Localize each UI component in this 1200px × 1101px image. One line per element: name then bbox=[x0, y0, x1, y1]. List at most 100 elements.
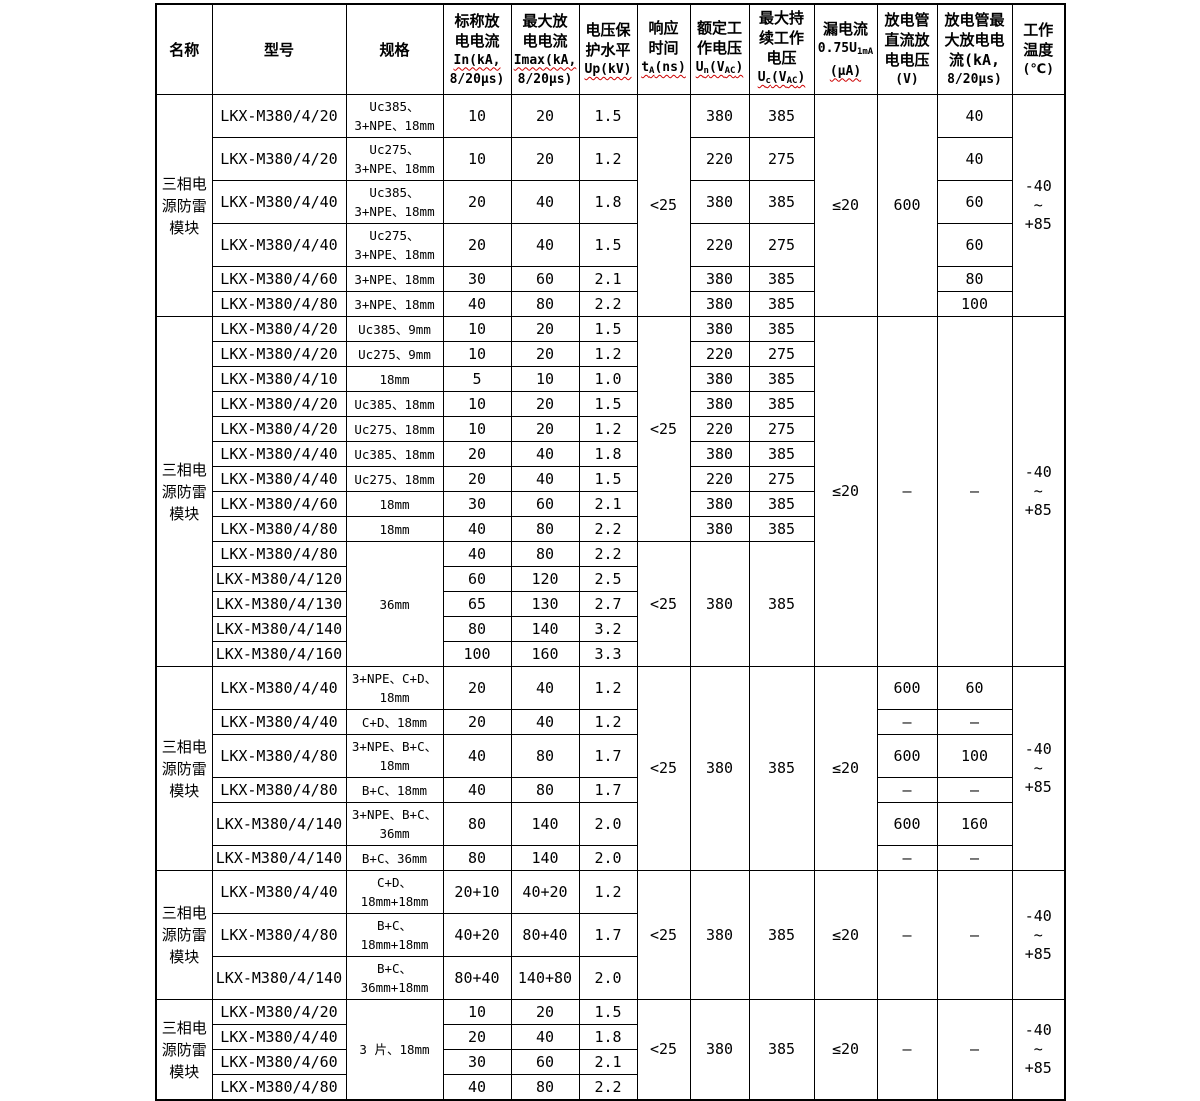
table-cell: 3+NPE、18mm bbox=[345, 291, 444, 317]
table-cell: LKX-M380/4/20 bbox=[211, 137, 347, 181]
table-cell: 60 bbox=[442, 566, 512, 592]
table-cell: 1.7 bbox=[578, 734, 638, 778]
table-cell: LKX-M380/4/20 bbox=[211, 391, 347, 417]
table-cell: 18mm bbox=[345, 491, 444, 517]
table-cell: LKX-M380/4/40 bbox=[211, 709, 347, 735]
table-cell: 220 bbox=[689, 223, 750, 267]
table-cell: LKX-M380/4/80 bbox=[211, 1074, 347, 1101]
table-cell: 40+20 bbox=[510, 870, 580, 914]
table-cell: 275 bbox=[748, 341, 815, 367]
table-cell: -40 ~ +85 bbox=[1011, 999, 1066, 1101]
table-cell: LKX-M380/4/130 bbox=[211, 591, 347, 617]
table-cell: LKX-M380/4/20 bbox=[211, 316, 347, 342]
table-cell: 1.5 bbox=[578, 316, 638, 342]
table-cell: LKX-M380/4/80 bbox=[211, 734, 347, 778]
table-cell: 20 bbox=[442, 223, 512, 267]
table-cell: 20 bbox=[442, 441, 512, 467]
table-cell: 385 bbox=[748, 999, 815, 1101]
table-row: LKX-M380/4/20 Uc275、 3+NPE、18mm 10 20 1.2 220… bbox=[156, 137, 1065, 181]
table-cell: 18mm bbox=[345, 366, 444, 392]
table-cell: LKX-M380/4/20 bbox=[211, 341, 347, 367]
table-cell: ≤20 bbox=[813, 999, 878, 1101]
table-cell: ≤20 bbox=[813, 316, 878, 667]
table-cell: 2.1 bbox=[578, 491, 638, 517]
table-cell: 2.2 bbox=[578, 1074, 638, 1101]
table-cell: 140+80 bbox=[510, 956, 580, 1000]
table-cell: 18mm bbox=[345, 516, 444, 542]
table-cell: 1.5 bbox=[578, 94, 638, 138]
table-cell: 20 bbox=[510, 341, 580, 367]
table-row: LKX-M380/4/60 3+NPE、18mm 30 60 2.1 380 385 80 bbox=[156, 266, 1065, 292]
table-cell: 385 bbox=[748, 491, 815, 517]
table-cell: 2.2 bbox=[578, 541, 638, 567]
table-cell: LKX-M380/4/40 bbox=[211, 466, 347, 492]
table-row: LKX-M380/4/80 B+C、 18mm+18mm 40+20 80+40 1.7 bbox=[156, 913, 1065, 957]
table-cell: LKX-M380/4/40 bbox=[211, 441, 347, 467]
table-cell: 385 bbox=[748, 666, 815, 871]
table-cell: 380 bbox=[689, 366, 750, 392]
table-cell: 20 bbox=[510, 999, 580, 1025]
table-cell: 275 bbox=[748, 223, 815, 267]
table-cell: LKX-M380/4/80 bbox=[211, 913, 347, 957]
column-header: 电压保 护水平 Up(kV) bbox=[578, 3, 638, 95]
table-cell: 380 bbox=[689, 391, 750, 417]
column-header: 最大放 电电流 Imax(kA, 8/20μs) bbox=[510, 3, 580, 95]
table-cell: LKX-M380/4/80 bbox=[211, 291, 347, 317]
table-cell: LKX-M380/4/120 bbox=[211, 566, 347, 592]
table-cell: B+C、18mm bbox=[345, 777, 444, 803]
table-cell: LKX-M380/4/40 bbox=[211, 870, 347, 914]
table-cell: 140 bbox=[510, 616, 580, 642]
table-cell: 3 片、18mm bbox=[345, 999, 444, 1101]
table-cell: 2.0 bbox=[578, 802, 638, 846]
table-cell: 60 bbox=[510, 1049, 580, 1075]
table-cell: 385 bbox=[748, 316, 815, 342]
table-cell: LKX-M380/4/140 bbox=[211, 956, 347, 1000]
table-cell: 380 bbox=[689, 491, 750, 517]
table-cell: 80 bbox=[442, 802, 512, 846]
table-cell: LKX-M380/4/60 bbox=[211, 491, 347, 517]
table-cell: — bbox=[876, 870, 938, 1000]
table-cell: — bbox=[936, 777, 1013, 803]
table-cell: 3.2 bbox=[578, 616, 638, 642]
table-cell: 20 bbox=[510, 316, 580, 342]
table-cell: LKX-M380/4/40 bbox=[211, 180, 347, 224]
table-cell: LKX-M380/4/140 bbox=[211, 802, 347, 846]
table-row: 三相电源防雷模块 LKX-M380/4/20 Uc385、 3+NPE、18mm 10… bbox=[155, 94, 1066, 317]
table-cell: <25 bbox=[636, 666, 691, 871]
table-cell: 120 bbox=[510, 566, 580, 592]
table-cell: — bbox=[876, 709, 938, 735]
table-cell: 80+40 bbox=[510, 913, 580, 957]
table-cell: LKX-M380/4/80 bbox=[211, 541, 347, 567]
table-row: LKX-M380/4/140 B+C、36mm 80 140 2.0 — — bbox=[156, 845, 1065, 871]
table-cell: 40 bbox=[510, 666, 580, 710]
table-cell: 600 bbox=[876, 802, 938, 846]
table-cell: 3+NPE、B+C、 18mm bbox=[345, 734, 444, 778]
table-cell: 65 bbox=[442, 591, 512, 617]
column-header: 放电管 直流放 电电压 (V) bbox=[876, 3, 938, 95]
table-cell: 220 bbox=[689, 341, 750, 367]
table-cell: 10 bbox=[510, 366, 580, 392]
table-cell: 380 bbox=[689, 94, 750, 138]
table-cell: 100 bbox=[442, 641, 512, 667]
column-header: 标称放 电电流 In(kA, 8/20μs) bbox=[442, 3, 512, 95]
table-cell: 40 bbox=[442, 516, 512, 542]
table-row: 三相电源防雷模块 LKX-M380/4/40 3+NPE、C+D、 18mm 20 40… bbox=[155, 666, 1066, 871]
table-cell: ≤20 bbox=[813, 94, 878, 317]
table-cell: Uc385、9mm bbox=[345, 316, 444, 342]
table-cell: 220 bbox=[689, 416, 750, 442]
table-cell: 140 bbox=[510, 845, 580, 871]
table-cell: 20 bbox=[510, 94, 580, 138]
table-cell: ≤20 bbox=[813, 870, 878, 1000]
table-cell: Uc275、18mm bbox=[345, 466, 444, 492]
table-cell: LKX-M380/4/40 bbox=[211, 666, 347, 710]
table-cell: — bbox=[936, 870, 1013, 1000]
table-cell: 385 bbox=[748, 266, 815, 292]
table-cell: <25 bbox=[636, 870, 691, 1000]
table-cell: 275 bbox=[748, 416, 815, 442]
table-cell: 40 bbox=[442, 1074, 512, 1101]
table-cell: 80 bbox=[442, 616, 512, 642]
table-cell: 1.5 bbox=[578, 466, 638, 492]
table-cell: C+D、18mm bbox=[345, 709, 444, 735]
table-cell: 2.7 bbox=[578, 591, 638, 617]
table-cell: 385 bbox=[748, 94, 815, 138]
